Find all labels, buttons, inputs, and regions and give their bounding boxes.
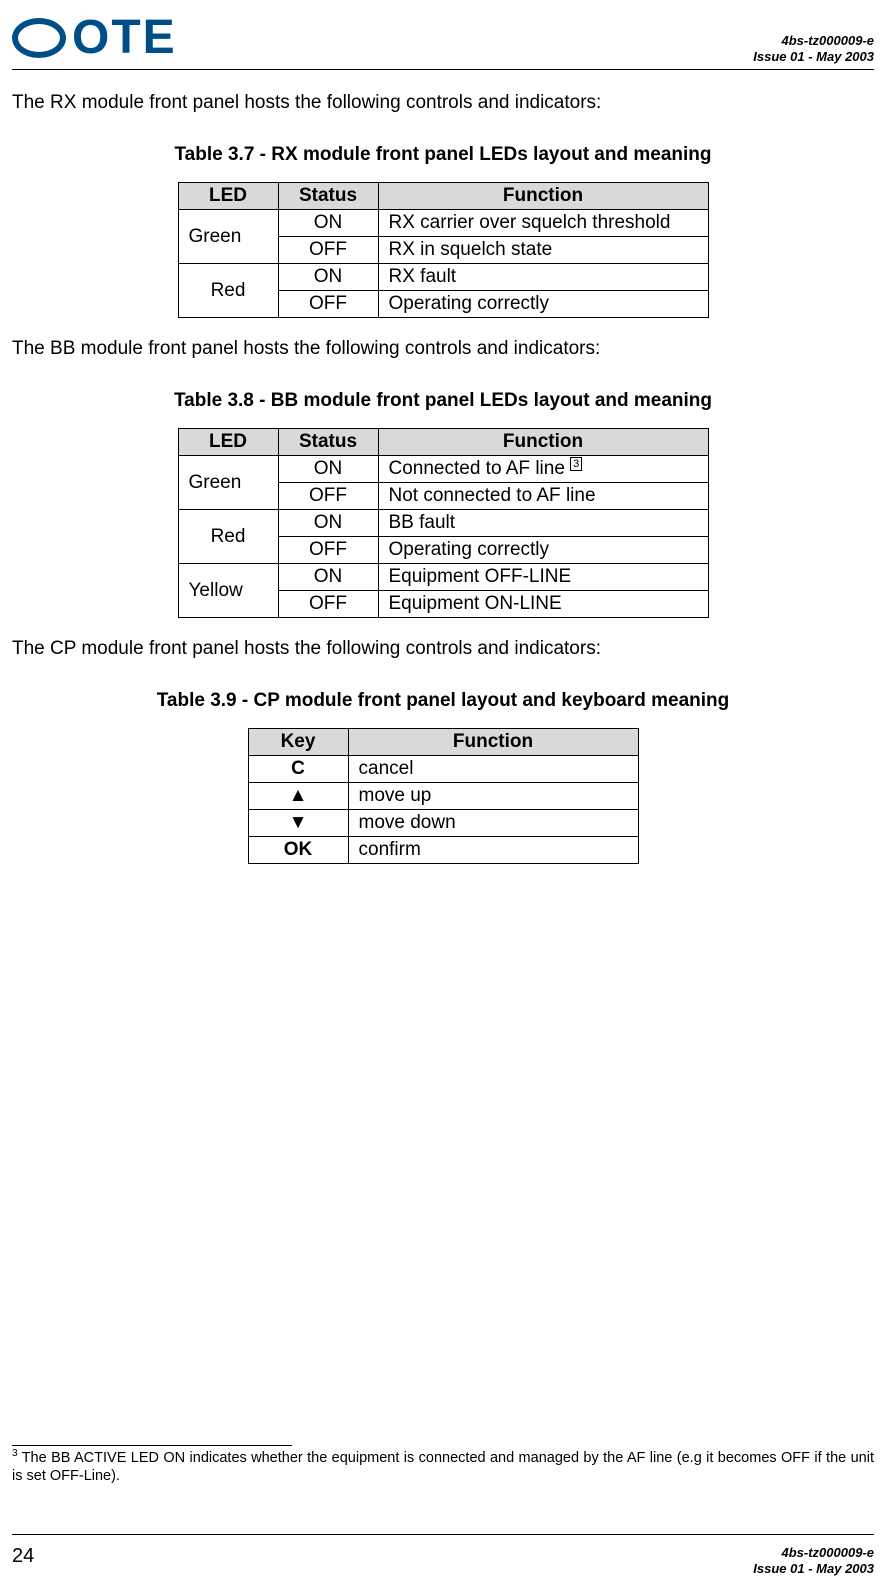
cell-func: Connected to AF line 3 — [378, 456, 708, 483]
table-3-9: Key Function C cancel ▲ move up ▼ move d… — [248, 728, 639, 864]
logo: OTE — [12, 10, 177, 65]
cell-led: Red — [178, 510, 278, 564]
cell-key: C — [248, 756, 348, 783]
cell-key: OK — [248, 837, 348, 864]
cell-func: Not connected to AF line — [378, 483, 708, 510]
cell-led: Yellow — [178, 564, 278, 618]
cell-status: ON — [278, 510, 378, 537]
table-row: Green ON Connected to AF line 3 — [178, 456, 708, 483]
logo-ellipse-icon — [12, 18, 66, 58]
cell-func: confirm — [348, 837, 638, 864]
col-status: Status — [278, 429, 378, 456]
cell-status: OFF — [278, 291, 378, 318]
table-header-row: Key Function — [248, 729, 638, 756]
col-func: Function — [348, 729, 638, 756]
cell-func: move up — [348, 783, 638, 810]
cell-func: move down — [348, 810, 638, 837]
cell-status: ON — [278, 564, 378, 591]
paragraph-bb-intro: The BB module front panel hosts the foll… — [12, 338, 874, 360]
cell-func: Equipment ON-LINE — [378, 591, 708, 618]
footer-doc-issue: Issue 01 - May 2003 — [753, 1561, 874, 1577]
cell-status: ON — [278, 264, 378, 291]
footnote-text: 3 The BB ACTIVE LED ON indicates whether… — [12, 1448, 874, 1485]
page-footer: 24 4bs-tz000009-e Issue 01 - May 2003 — [12, 1534, 874, 1578]
paragraph-rx-intro: The RX module front panel hosts the foll… — [12, 92, 874, 114]
col-key: Key — [248, 729, 348, 756]
cell-status: OFF — [278, 483, 378, 510]
table-header-row: LED Status Function — [178, 429, 708, 456]
table-3-7-caption: Table 3.7 - RX module front panel LEDs l… — [12, 144, 874, 166]
table-row: Green ON RX carrier over squelch thresho… — [178, 210, 708, 237]
cell-func: Equipment OFF-LINE — [378, 564, 708, 591]
table-3-8: LED Status Function Green ON Connected t… — [178, 428, 709, 618]
table-row: Red ON BB fault — [178, 510, 708, 537]
footnote-body: The BB ACTIVE LED ON indicates whether t… — [12, 1450, 874, 1484]
footer-doc-meta: 4bs-tz000009-e Issue 01 - May 2003 — [753, 1545, 874, 1578]
doc-meta: 4bs-tz000009-e Issue 01 - May 2003 — [753, 33, 874, 66]
doc-ref: 4bs-tz000009-e — [753, 33, 874, 49]
table-3-9-caption: Table 3.9 - CP module front panel layout… — [12, 690, 874, 712]
cell-led: Red — [178, 264, 278, 318]
doc-issue: Issue 01 - May 2003 — [753, 49, 874, 65]
col-led: LED — [178, 183, 278, 210]
page-header: OTE 4bs-tz000009-e Issue 01 - May 2003 — [12, 10, 874, 70]
table-row: Red ON RX fault — [178, 264, 708, 291]
cell-status: OFF — [278, 591, 378, 618]
footer-doc-ref: 4bs-tz000009-e — [753, 1545, 874, 1561]
page-number: 24 — [12, 1545, 34, 1568]
col-func: Function — [378, 429, 708, 456]
col-func: Function — [378, 183, 708, 210]
cell-led: Green — [178, 210, 278, 264]
cell-status: ON — [278, 210, 378, 237]
col-status: Status — [278, 183, 378, 210]
table-3-7: LED Status Function Green ON RX carrier … — [178, 182, 709, 318]
table-row: OK confirm — [248, 837, 638, 864]
cell-func: cancel — [348, 756, 638, 783]
paragraph-cp-intro: The CP module front panel hosts the foll… — [12, 638, 874, 660]
cell-status: ON — [278, 456, 378, 483]
footnote-ref-icon: 3 — [570, 457, 582, 471]
logo-text: OTE — [72, 10, 177, 65]
table-row: C cancel — [248, 756, 638, 783]
cell-led: Green — [178, 456, 278, 510]
cell-key: ▼ — [248, 810, 348, 837]
cell-status: OFF — [278, 237, 378, 264]
footnote: 3 The BB ACTIVE LED ON indicates whether… — [12, 1445, 874, 1485]
cell-key: ▲ — [248, 783, 348, 810]
cell-func: Operating correctly — [378, 537, 708, 564]
table-row: ▼ move down — [248, 810, 638, 837]
cell-status: OFF — [278, 537, 378, 564]
table-row: ▲ move up — [248, 783, 638, 810]
cell-func: Operating correctly — [378, 291, 708, 318]
cell-func: RX carrier over squelch threshold — [378, 210, 708, 237]
cell-func: RX in squelch state — [378, 237, 708, 264]
footnote-rule — [12, 1445, 292, 1446]
cell-func: BB fault — [378, 510, 708, 537]
table-header-row: LED Status Function — [178, 183, 708, 210]
table-row: Yellow ON Equipment OFF-LINE — [178, 564, 708, 591]
cell-func-text: Connected to AF line — [389, 458, 571, 479]
col-led: LED — [178, 429, 278, 456]
table-3-8-caption: Table 3.8 - BB module front panel LEDs l… — [12, 390, 874, 412]
cell-func: RX fault — [378, 264, 708, 291]
